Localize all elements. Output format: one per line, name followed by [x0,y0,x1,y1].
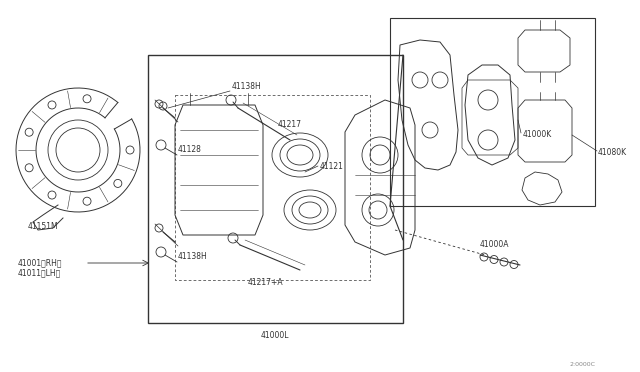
Text: 41011〈LH〉: 41011〈LH〉 [18,268,61,277]
Text: 41000K: 41000K [523,130,552,139]
Bar [390,18,595,206]
Text: 41151M: 41151M [28,222,59,231]
Text: 41001〈RH〉: 41001〈RH〉 [18,258,63,267]
Text: 41217: 41217 [278,120,302,129]
Bar [148,55,403,323]
Text: 2:0000C: 2:0000C [570,362,596,367]
Text: 41138H: 41138H [232,82,262,91]
Text: 41138H: 41138H [178,252,208,261]
Text: 41121: 41121 [320,162,344,171]
Text: 41128: 41128 [178,145,202,154]
Text: 41000A: 41000A [480,240,509,249]
Text: 41217+A: 41217+A [248,278,284,287]
Text: 41080K: 41080K [598,148,627,157]
Text: 41000L: 41000L [260,331,289,340]
